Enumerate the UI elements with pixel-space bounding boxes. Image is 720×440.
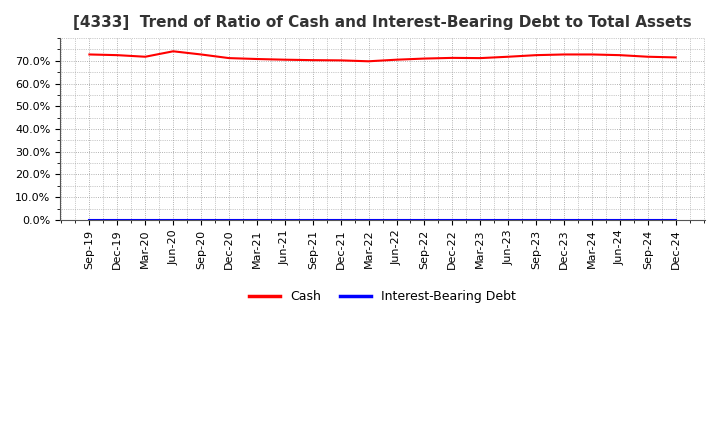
Interest-Bearing Debt xyxy=(169,217,178,223)
Interest-Bearing Debt xyxy=(113,217,122,223)
Cash xyxy=(616,52,624,58)
Interest-Bearing Debt xyxy=(588,217,596,223)
Interest-Bearing Debt xyxy=(644,217,652,223)
Interest-Bearing Debt xyxy=(141,217,150,223)
Cash xyxy=(308,58,317,63)
Cash xyxy=(281,57,289,62)
Interest-Bearing Debt xyxy=(448,217,456,223)
Interest-Bearing Debt xyxy=(253,217,261,223)
Cash xyxy=(197,52,205,57)
Line: Cash: Cash xyxy=(89,51,675,61)
Title: [4333]  Trend of Ratio of Cash and Interest-Bearing Debt to Total Assets: [4333] Trend of Ratio of Cash and Intere… xyxy=(73,15,692,30)
Interest-Bearing Debt xyxy=(225,217,233,223)
Cash xyxy=(420,56,428,61)
Interest-Bearing Debt xyxy=(671,217,680,223)
Interest-Bearing Debt xyxy=(559,217,568,223)
Interest-Bearing Debt xyxy=(281,217,289,223)
Interest-Bearing Debt xyxy=(336,217,345,223)
Interest-Bearing Debt xyxy=(420,217,428,223)
Cash xyxy=(85,52,94,57)
Cash xyxy=(448,55,456,61)
Cash xyxy=(253,56,261,62)
Interest-Bearing Debt xyxy=(85,217,94,223)
Interest-Bearing Debt xyxy=(476,217,485,223)
Cash xyxy=(392,57,401,62)
Cash xyxy=(364,59,373,64)
Cash xyxy=(671,55,680,60)
Interest-Bearing Debt xyxy=(616,217,624,223)
Cash xyxy=(113,52,122,58)
Cash xyxy=(588,52,596,57)
Cash xyxy=(169,49,178,54)
Cash xyxy=(504,54,513,59)
Cash xyxy=(532,52,541,58)
Legend: Cash, Interest-Bearing Debt: Cash, Interest-Bearing Debt xyxy=(244,285,521,308)
Cash xyxy=(559,52,568,57)
Interest-Bearing Debt xyxy=(532,217,541,223)
Interest-Bearing Debt xyxy=(392,217,401,223)
Interest-Bearing Debt xyxy=(308,217,317,223)
Interest-Bearing Debt xyxy=(364,217,373,223)
Cash xyxy=(336,58,345,63)
Cash xyxy=(476,55,485,61)
Cash xyxy=(141,54,150,59)
Cash xyxy=(644,54,652,59)
Interest-Bearing Debt xyxy=(504,217,513,223)
Cash xyxy=(225,55,233,61)
Interest-Bearing Debt xyxy=(197,217,205,223)
